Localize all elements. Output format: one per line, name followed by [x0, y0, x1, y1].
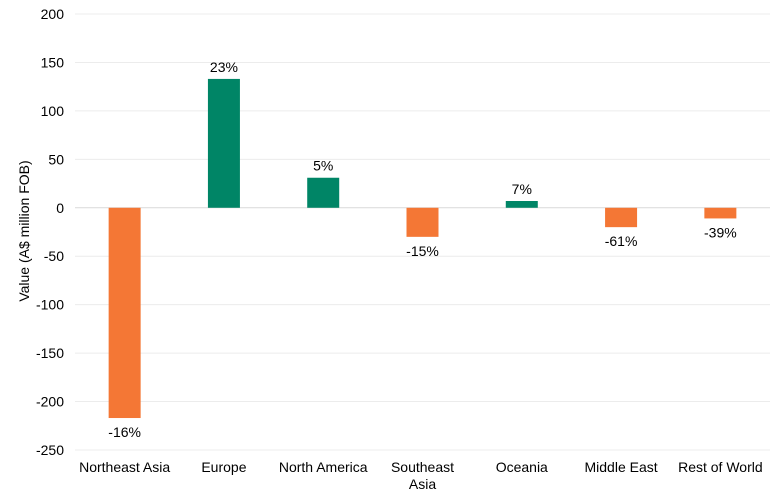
y-tick-label: -250: [36, 442, 64, 458]
bar: [704, 207, 737, 219]
data-labels: -16% 23% 5% -15% 7% -61% -39%: [108, 59, 736, 440]
y-axis-ticks: 200 150 100 50 0 -50 -100 -150 -200 -250: [36, 6, 64, 458]
x-category-label: Northeast Asia: [79, 459, 170, 475]
x-category-label: Oceania: [496, 459, 548, 475]
y-tick-label: 200: [41, 6, 65, 22]
bar: [406, 207, 439, 237]
y-tick-label: -150: [36, 345, 64, 361]
x-category-label: Rest of World: [678, 459, 763, 475]
y-tick-label: 50: [48, 151, 64, 167]
x-category-label: Asia: [409, 476, 436, 492]
y-tick-label: 100: [41, 103, 65, 119]
bar: [108, 207, 141, 419]
data-label: -61%: [605, 233, 638, 249]
x-axis-categories: Northeast Asia Europe North America Southea…: [79, 459, 763, 492]
bar: [207, 78, 240, 208]
data-label: -39%: [704, 224, 737, 240]
y-tick-label: -100: [36, 297, 64, 313]
x-category-label: Southeast: [391, 459, 454, 475]
data-label: -15%: [406, 243, 439, 259]
data-label: 23%: [210, 59, 238, 75]
y-tick-label: 150: [41, 54, 65, 70]
y-tick-label: -200: [36, 394, 64, 410]
y-tick-label: -50: [44, 248, 64, 264]
data-label: 7%: [512, 181, 532, 197]
bar: [307, 177, 340, 208]
bar: [605, 207, 638, 228]
y-tick-label: 0: [56, 200, 64, 216]
bar: [505, 200, 538, 208]
x-category-label: North America: [279, 459, 368, 475]
x-category-label: Europe: [201, 459, 246, 475]
data-label: 5%: [313, 158, 333, 174]
data-label: -16%: [108, 424, 141, 440]
bars: [108, 78, 737, 419]
y-axis-title: Value (A$ million FOB): [16, 160, 32, 301]
x-category-label: Middle East: [584, 459, 657, 475]
